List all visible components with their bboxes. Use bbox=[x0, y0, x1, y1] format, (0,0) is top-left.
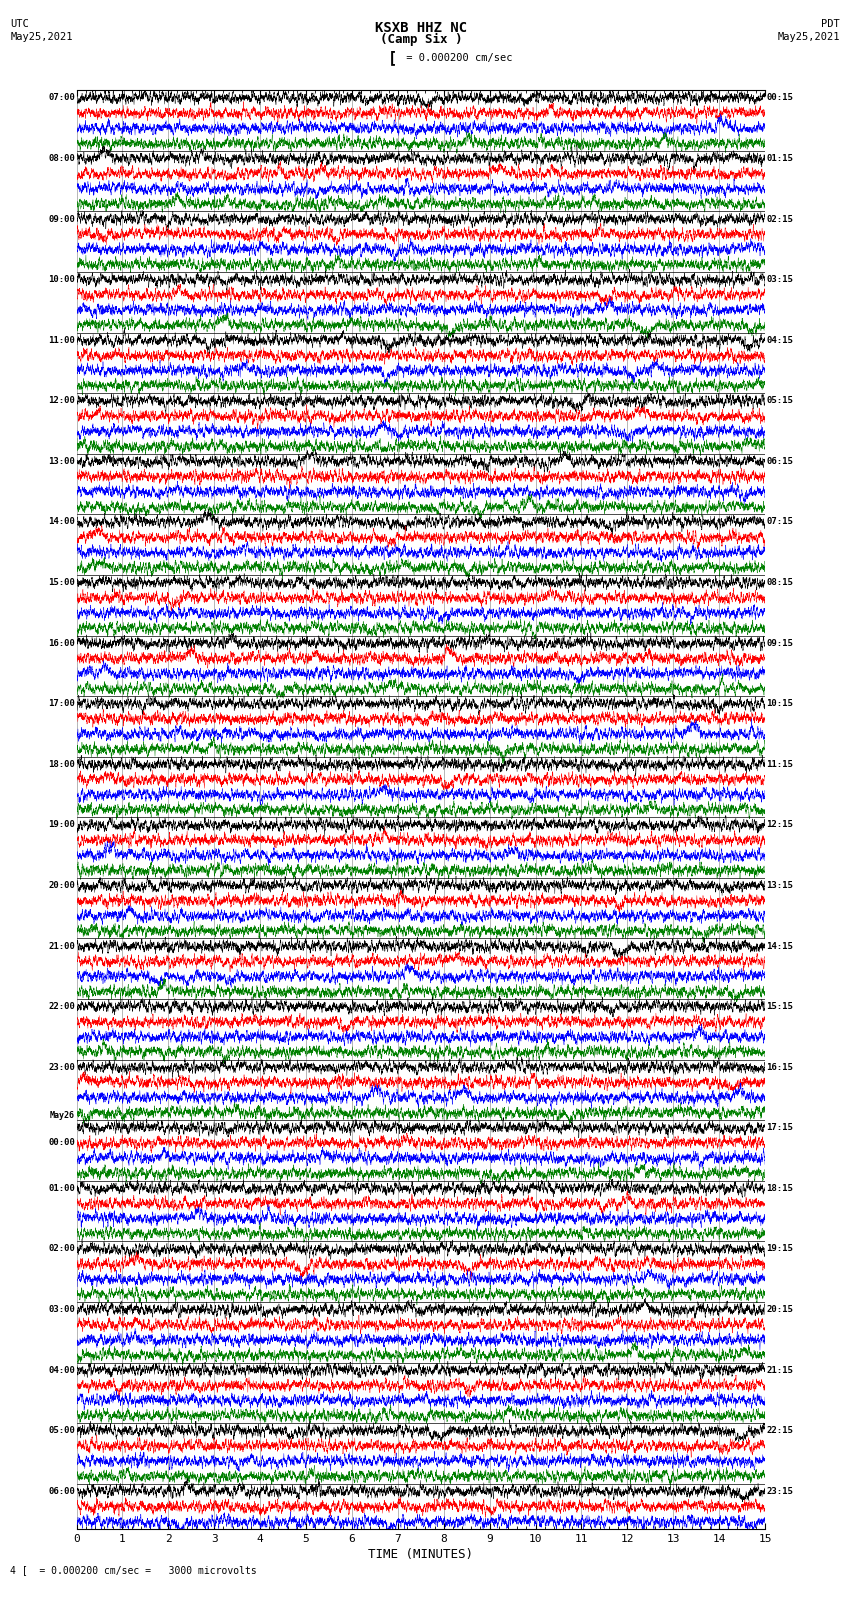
Text: 16:00: 16:00 bbox=[48, 639, 75, 648]
Text: 09:00: 09:00 bbox=[48, 215, 75, 224]
Text: 13:15: 13:15 bbox=[767, 881, 793, 890]
Text: 13:00: 13:00 bbox=[48, 456, 75, 466]
Text: 23:15: 23:15 bbox=[767, 1487, 793, 1495]
Text: 18:15: 18:15 bbox=[767, 1184, 793, 1194]
Text: 15:15: 15:15 bbox=[767, 1002, 793, 1011]
Text: 14:00: 14:00 bbox=[48, 518, 75, 526]
Text: 06:15: 06:15 bbox=[767, 456, 793, 466]
Text: May25,2021: May25,2021 bbox=[10, 32, 73, 42]
Text: = 0.000200 cm/sec: = 0.000200 cm/sec bbox=[400, 53, 512, 63]
Text: 01:15: 01:15 bbox=[767, 153, 793, 163]
Text: UTC: UTC bbox=[10, 19, 29, 29]
Text: May26: May26 bbox=[50, 1111, 75, 1119]
Text: 19:00: 19:00 bbox=[48, 821, 75, 829]
Text: 21:00: 21:00 bbox=[48, 942, 75, 950]
Text: 05:00: 05:00 bbox=[48, 1426, 75, 1436]
Text: 4 [  = 0.000200 cm/sec =   3000 microvolts: 4 [ = 0.000200 cm/sec = 3000 microvolts bbox=[10, 1565, 257, 1574]
Text: KSXB HHZ NC: KSXB HHZ NC bbox=[375, 21, 467, 35]
Text: 22:00: 22:00 bbox=[48, 1002, 75, 1011]
Text: 19:15: 19:15 bbox=[767, 1245, 793, 1253]
Text: 10:15: 10:15 bbox=[767, 698, 793, 708]
Text: May25,2021: May25,2021 bbox=[777, 32, 840, 42]
Text: (Camp Six ): (Camp Six ) bbox=[379, 32, 462, 45]
Text: 20:15: 20:15 bbox=[767, 1305, 793, 1315]
Text: [: [ bbox=[388, 50, 397, 66]
Text: 17:00: 17:00 bbox=[48, 698, 75, 708]
Text: 14:15: 14:15 bbox=[767, 942, 793, 950]
Text: 23:00: 23:00 bbox=[48, 1063, 75, 1071]
Text: 12:15: 12:15 bbox=[767, 821, 793, 829]
Text: 08:00: 08:00 bbox=[48, 153, 75, 163]
Text: 21:15: 21:15 bbox=[767, 1366, 793, 1374]
Text: 02:00: 02:00 bbox=[48, 1245, 75, 1253]
Text: 00:15: 00:15 bbox=[767, 94, 793, 102]
Text: 03:00: 03:00 bbox=[48, 1305, 75, 1315]
Text: 16:15: 16:15 bbox=[767, 1063, 793, 1071]
Text: 17:15: 17:15 bbox=[767, 1123, 793, 1132]
Text: 03:15: 03:15 bbox=[767, 276, 793, 284]
Text: 00:00: 00:00 bbox=[48, 1139, 75, 1147]
Text: 18:00: 18:00 bbox=[48, 760, 75, 769]
Text: 10:00: 10:00 bbox=[48, 276, 75, 284]
Text: 07:00: 07:00 bbox=[48, 94, 75, 102]
Text: 05:15: 05:15 bbox=[767, 397, 793, 405]
Text: 01:00: 01:00 bbox=[48, 1184, 75, 1194]
Text: 22:15: 22:15 bbox=[767, 1426, 793, 1436]
Text: 07:15: 07:15 bbox=[767, 518, 793, 526]
X-axis label: TIME (MINUTES): TIME (MINUTES) bbox=[368, 1548, 473, 1561]
Text: 15:00: 15:00 bbox=[48, 577, 75, 587]
Text: 04:00: 04:00 bbox=[48, 1366, 75, 1374]
Text: 02:15: 02:15 bbox=[767, 215, 793, 224]
Text: 20:00: 20:00 bbox=[48, 881, 75, 890]
Text: PDT: PDT bbox=[821, 19, 840, 29]
Text: 08:15: 08:15 bbox=[767, 577, 793, 587]
Text: 06:00: 06:00 bbox=[48, 1487, 75, 1495]
Text: 09:15: 09:15 bbox=[767, 639, 793, 648]
Text: 11:15: 11:15 bbox=[767, 760, 793, 769]
Text: 11:00: 11:00 bbox=[48, 336, 75, 345]
Text: 12:00: 12:00 bbox=[48, 397, 75, 405]
Text: 04:15: 04:15 bbox=[767, 336, 793, 345]
